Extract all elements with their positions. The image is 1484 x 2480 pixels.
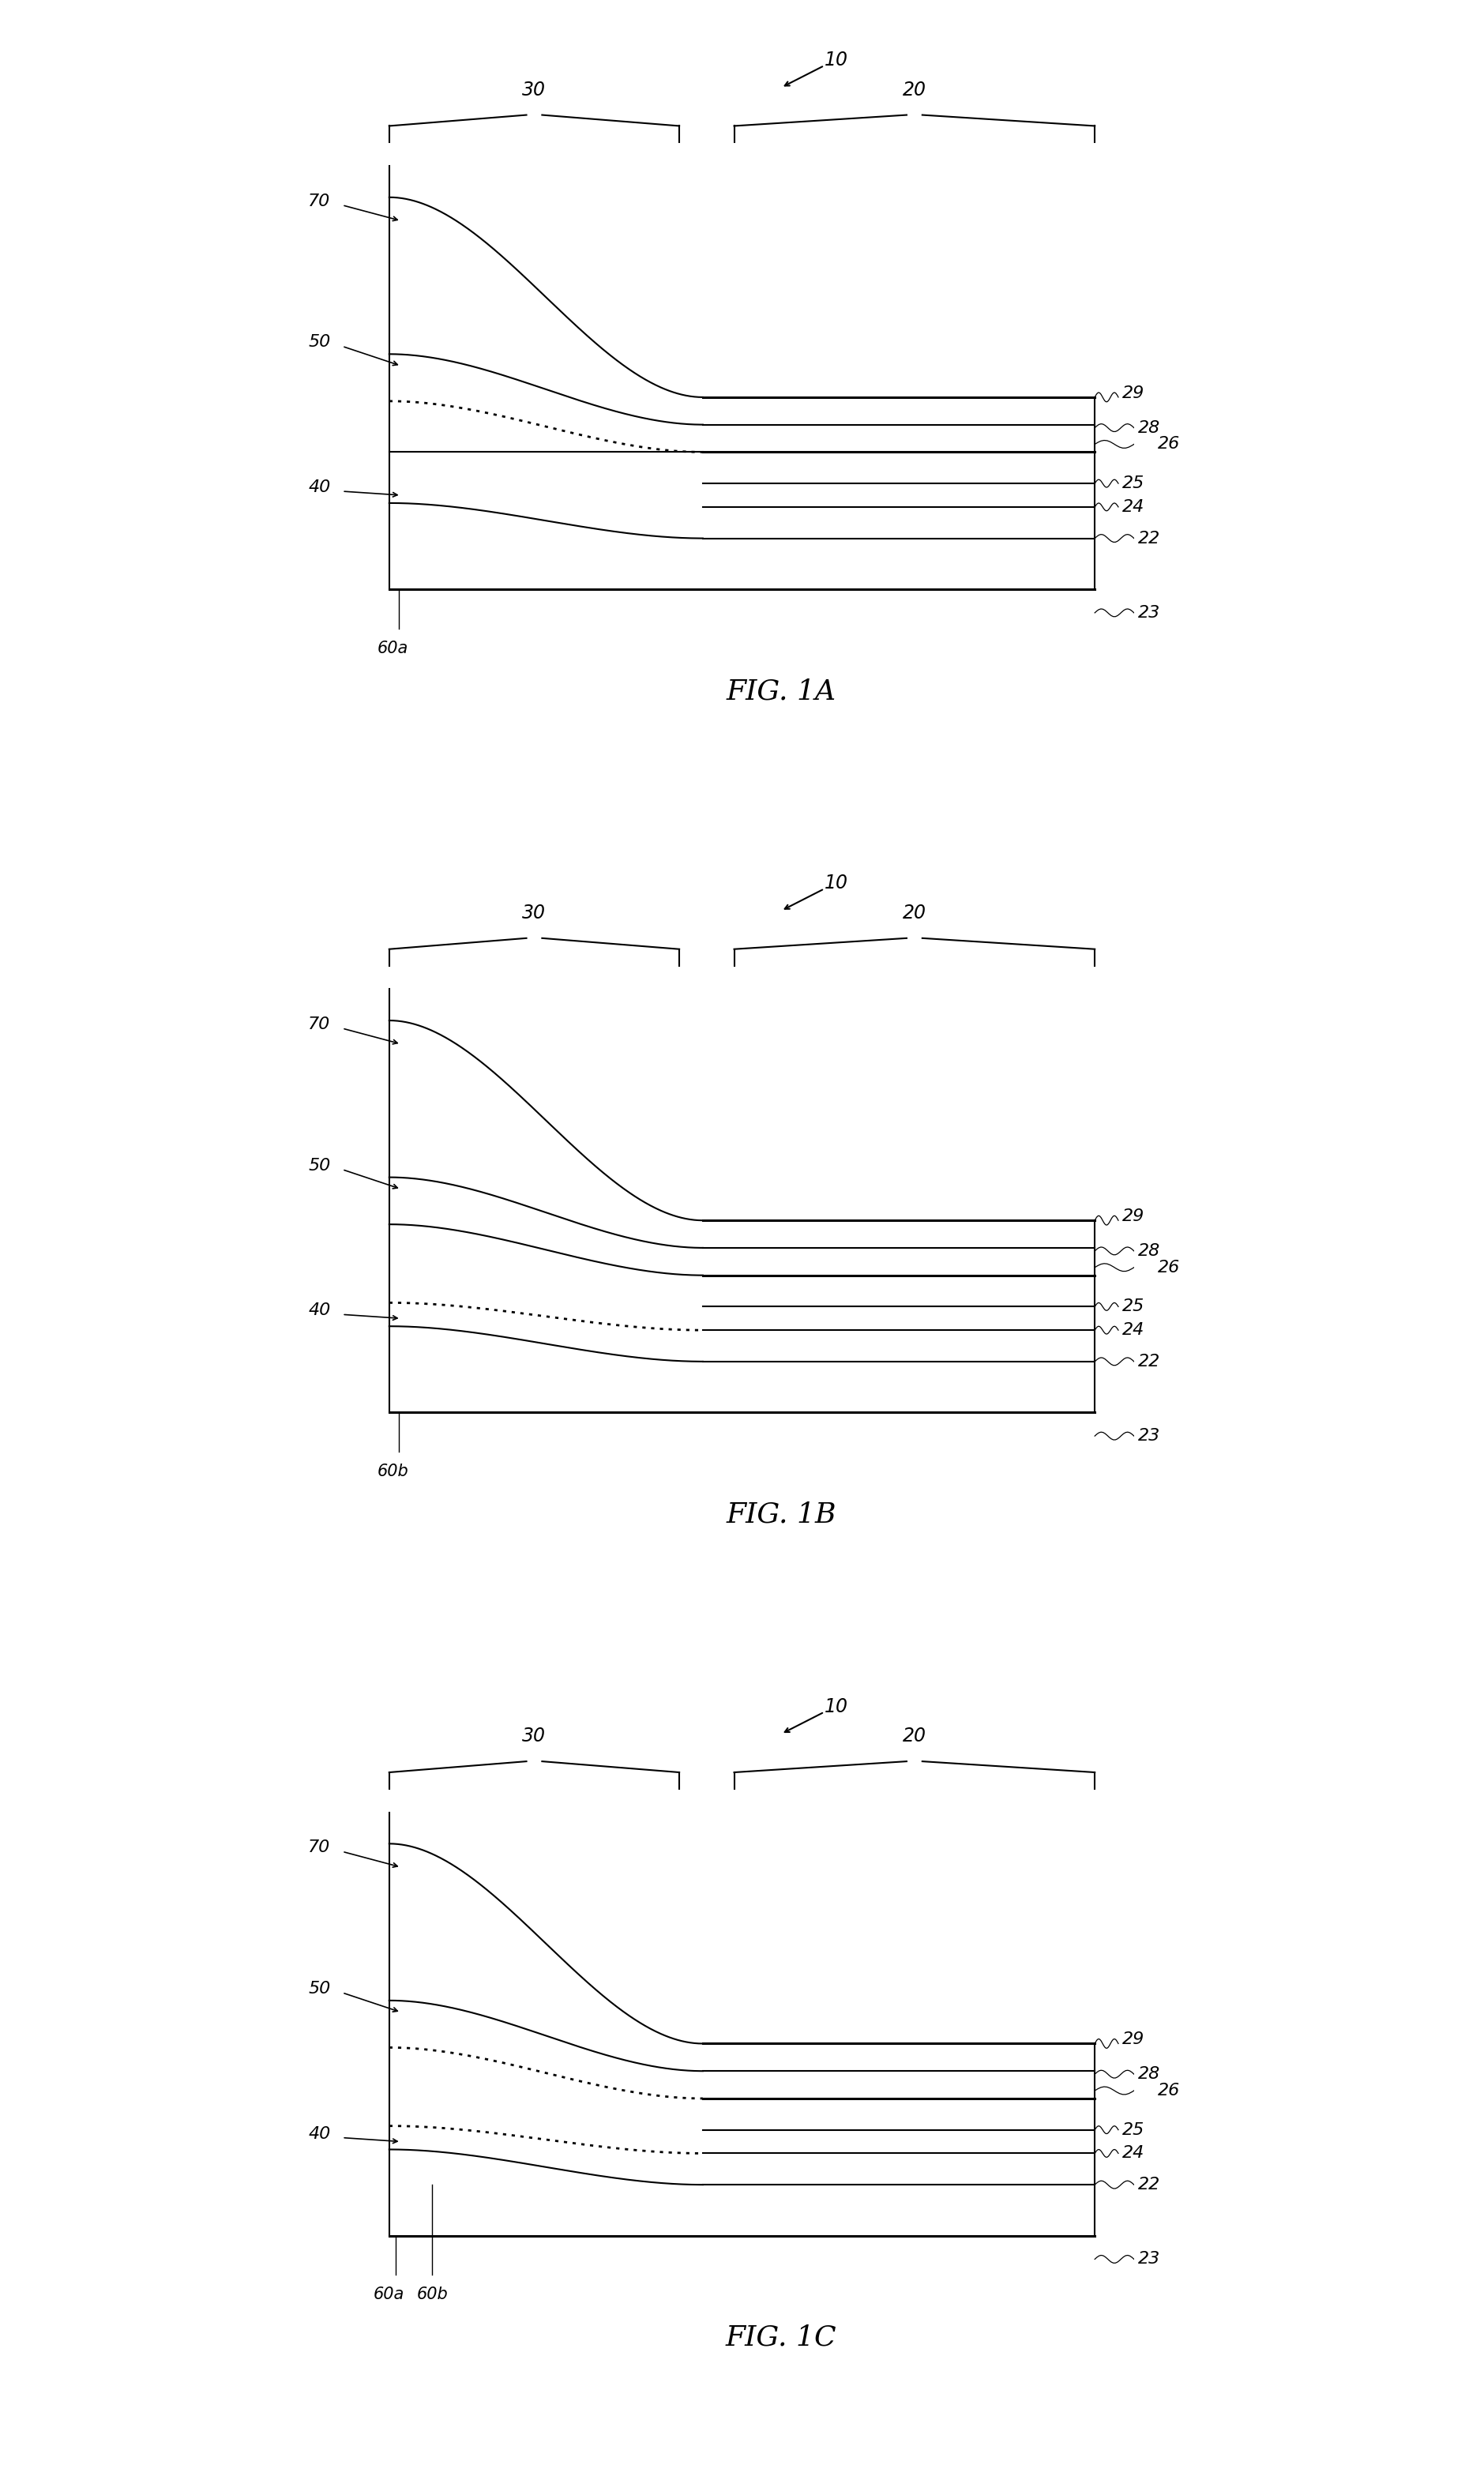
Text: 20: 20 xyxy=(902,1726,926,1746)
Text: 22: 22 xyxy=(1138,1354,1160,1369)
Text: 20: 20 xyxy=(902,903,926,923)
Text: 10: 10 xyxy=(824,1696,847,1716)
Text: 24: 24 xyxy=(1122,2145,1144,2160)
Text: 29: 29 xyxy=(1122,384,1144,402)
Text: 23: 23 xyxy=(1138,2252,1160,2267)
Text: FIG. 1C: FIG. 1C xyxy=(726,2324,837,2351)
Text: 30: 30 xyxy=(522,79,546,99)
Text: 40: 40 xyxy=(309,1302,331,1319)
Text: 70: 70 xyxy=(309,1017,331,1032)
Text: 23: 23 xyxy=(1138,1428,1160,1443)
Text: 24: 24 xyxy=(1122,498,1144,516)
Text: 25: 25 xyxy=(1122,2123,1144,2138)
Text: 24: 24 xyxy=(1122,1322,1144,1339)
Text: FIG. 1A: FIG. 1A xyxy=(726,677,835,704)
Text: 50: 50 xyxy=(309,1982,331,1996)
Text: 70: 70 xyxy=(309,193,331,208)
Text: 60a: 60a xyxy=(374,2287,405,2301)
Text: 28: 28 xyxy=(1138,2066,1160,2083)
Text: 70: 70 xyxy=(309,1840,331,1855)
Text: FIG. 1B: FIG. 1B xyxy=(726,1500,837,1528)
Text: 60b: 60b xyxy=(377,1463,408,1478)
Text: 40: 40 xyxy=(309,2125,331,2143)
Text: 29: 29 xyxy=(1122,1208,1144,1225)
Text: 26: 26 xyxy=(1158,436,1180,451)
Text: 22: 22 xyxy=(1138,2177,1160,2192)
Text: 28: 28 xyxy=(1138,1242,1160,1260)
Text: 28: 28 xyxy=(1138,419,1160,436)
Text: 30: 30 xyxy=(522,1726,546,1746)
Text: 10: 10 xyxy=(824,873,847,893)
Text: 25: 25 xyxy=(1122,476,1144,491)
Text: 29: 29 xyxy=(1122,2031,1144,2048)
Text: 60b: 60b xyxy=(417,2287,448,2301)
Text: 50: 50 xyxy=(309,335,331,350)
Text: 26: 26 xyxy=(1158,1260,1180,1275)
Text: 60a: 60a xyxy=(377,640,408,657)
Text: 50: 50 xyxy=(309,1158,331,1173)
Text: 22: 22 xyxy=(1138,531,1160,546)
Text: 40: 40 xyxy=(309,479,331,496)
Text: 23: 23 xyxy=(1138,605,1160,620)
Text: 20: 20 xyxy=(902,79,926,99)
Text: 30: 30 xyxy=(522,903,546,923)
Text: 25: 25 xyxy=(1122,1300,1144,1314)
Text: 26: 26 xyxy=(1158,2083,1180,2098)
Text: 10: 10 xyxy=(824,50,847,69)
